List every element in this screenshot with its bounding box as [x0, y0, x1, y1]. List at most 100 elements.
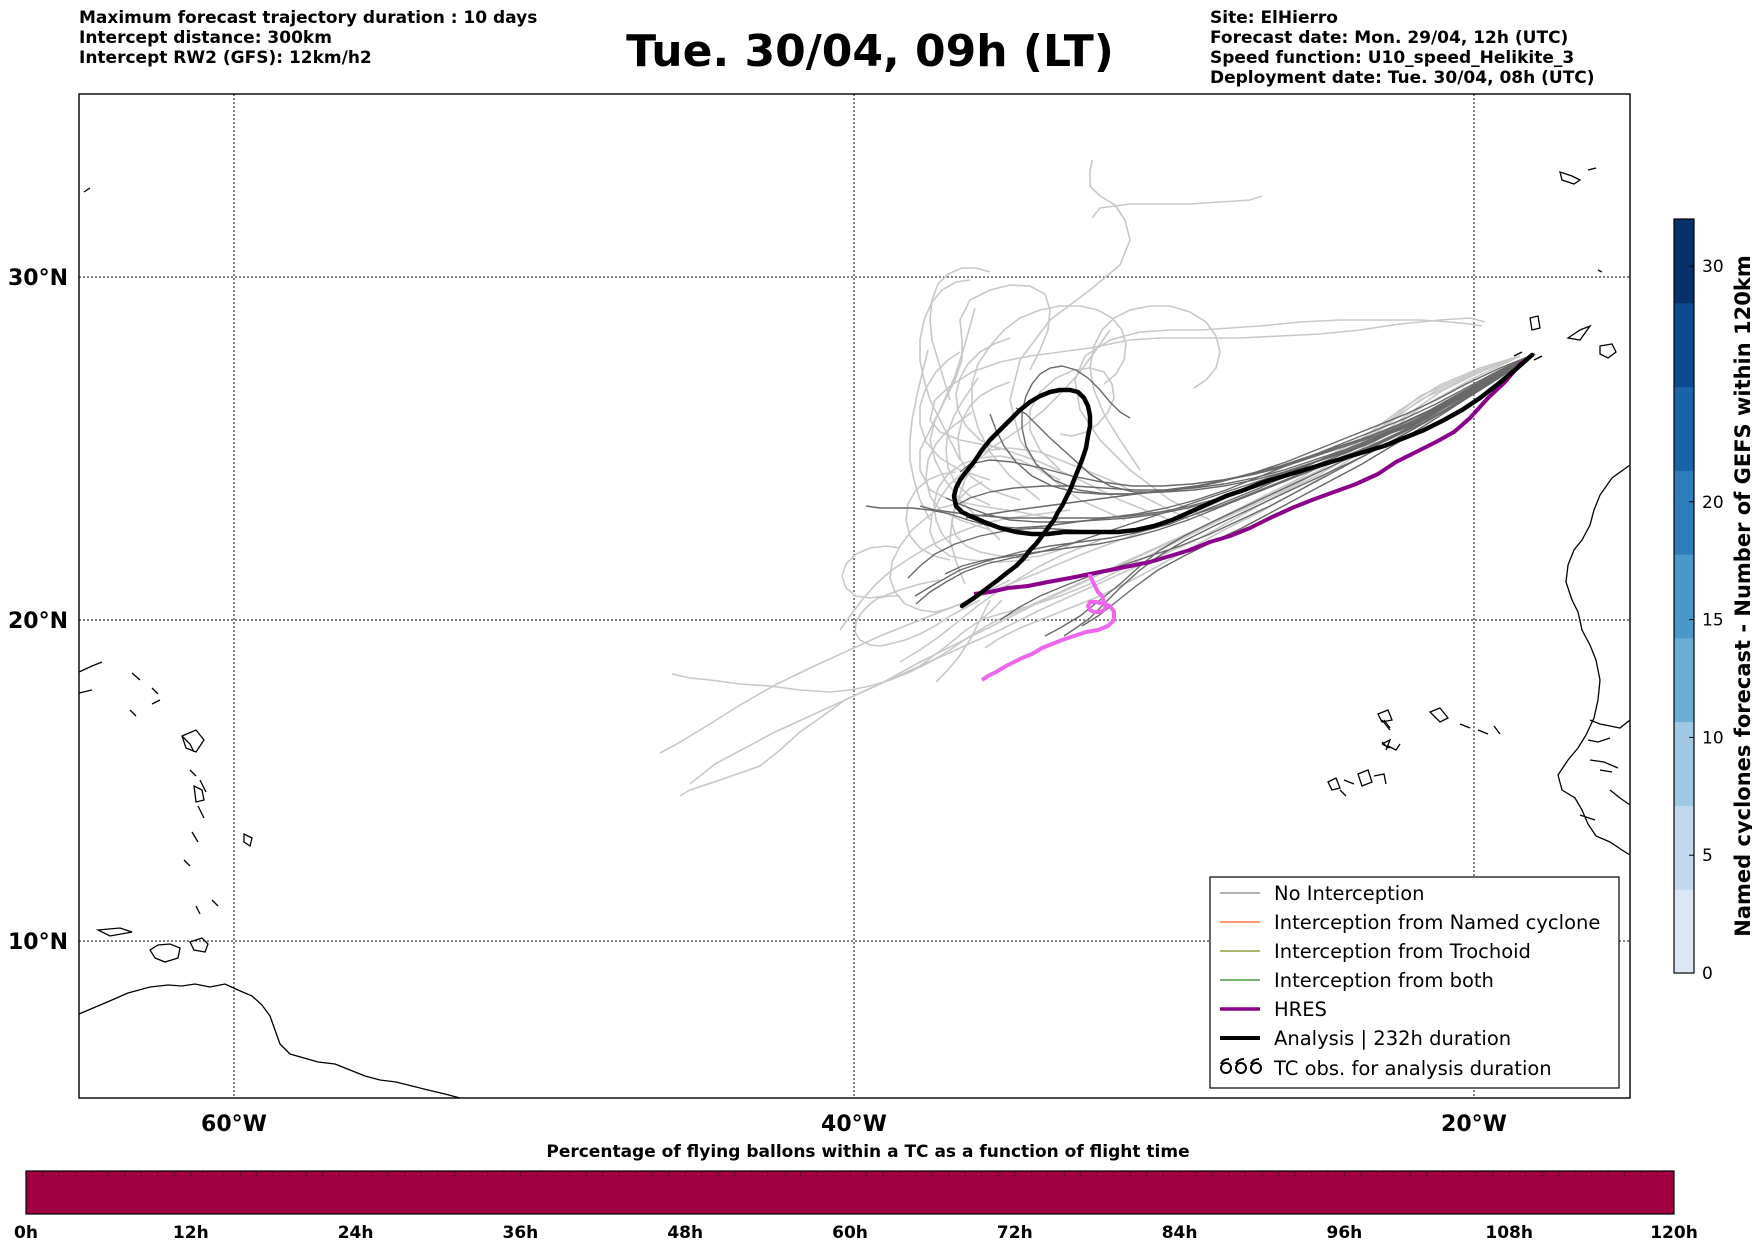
lon-label-60w: 60°W — [201, 1112, 267, 1137]
gefs-member — [1009, 159, 1131, 521]
gefs-member — [929, 267, 991, 401]
gefs-member — [971, 305, 1127, 501]
colorbar-right-segment — [1674, 219, 1694, 304]
gefs-member — [905, 471, 957, 561]
gefs-member — [919, 351, 991, 481]
gefs-dark-member — [1021, 353, 1536, 495]
martinique-coast — [193, 784, 205, 803]
hres-trajectory — [973, 360, 1524, 596]
legend-label-trochoid: Interception from Trochoid — [1274, 940, 1531, 963]
header-left: Maximum forecast trajectory duration : 1… — [79, 8, 537, 68]
colorbar-right-tick-label: 0 — [1702, 964, 1713, 984]
gefs-member — [983, 329, 1111, 453]
canary-islands-coast — [1513, 315, 1617, 361]
gefs-member — [1029, 367, 1115, 471]
colorbar-right-segment — [1674, 637, 1694, 723]
colorbar-bottom-ticks: 0h 12h 24h 36h 48h 60h 72h 84h 96h 108h 120h — [14, 1223, 1698, 1241]
legend[interactable]: No Interception Interception from Named … — [1209, 876, 1620, 1089]
colorbar-bottom-tick-label: 72h — [997, 1223, 1033, 1241]
guadeloupe-coast — [181, 729, 205, 753]
africa-coast — [1557, 464, 1630, 856]
gefs-member — [919, 279, 971, 461]
hres-early-trajectory — [980, 574, 1116, 682]
colorbar-right-label: Named cyclones forecast - Number of GEFS… — [1731, 255, 1752, 936]
gefs-member — [1089, 305, 1221, 471]
gefs-member — [1074, 319, 1483, 521]
colorbar-bottom-tick-label: 12h — [173, 1223, 209, 1241]
gefs-member — [919, 307, 1061, 521]
gefs-member — [933, 455, 1061, 547]
lat-label-30n: 30°N — [8, 266, 68, 291]
colorbar-bottom-tick-label: 24h — [338, 1223, 374, 1241]
page-title: Tue. 30/04, 09h (LT) — [626, 26, 1114, 77]
lat-label-20n: 20°N — [8, 609, 68, 634]
colorbar-right-tick-label: 5 — [1702, 846, 1713, 866]
gefs-member — [841, 545, 941, 599]
colorbar-right-tick-label: 20 — [1702, 493, 1724, 513]
gefs-dark-member — [1081, 353, 1536, 627]
gefs-member — [979, 355, 1521, 621]
colorbar-right-segment — [1674, 302, 1694, 388]
analysis-trajectory — [951, 352, 1535, 609]
header-right: Site: ElHierro Forecast date: Mon. 29/04… — [1210, 8, 1595, 88]
lat-label-10n: 10°N — [8, 930, 68, 955]
intercept-distance-text: Intercept distance: 300km — [79, 28, 332, 48]
gefs-dark-member — [915, 353, 1536, 605]
lon-label-40w: 40°W — [821, 1112, 887, 1137]
legend-label-no-interception: No Interception — [1274, 882, 1425, 905]
venezuela-coast-inlet — [149, 943, 181, 963]
gefs-member — [854, 595, 981, 647]
gefs-member — [951, 481, 1081, 559]
colorbar-bottom-tick-label: 120h — [1650, 1223, 1698, 1241]
gefs-member — [957, 381, 1021, 501]
coastlines — [79, 167, 1630, 1098]
colorbar-bottom-minor-ticks — [42, 1171, 1658, 1177]
forecast-date-text: Forecast date: Mon. 29/04, 12h (UTC) — [1210, 28, 1569, 48]
speed-function-text: Speed function: U10_speed_Helikite_3 — [1210, 48, 1575, 68]
colorbar-bottom-tick-label: 84h — [1162, 1223, 1198, 1241]
legend-label-both: Interception from both — [1274, 969, 1494, 992]
cape-verde-east-islands — [1343, 741, 1401, 785]
gefs-dark-member — [1044, 353, 1536, 637]
gefs-dark-trajectories — [865, 353, 1536, 637]
colorbar-right-tick-label: 10 — [1702, 728, 1724, 748]
legend-label-named-cyclone: Interception from Named cyclone — [1274, 911, 1600, 934]
colorbar-right-ticks: 0 5 10 15 20 30 — [1689, 257, 1724, 984]
colorbar-right-segments — [1674, 219, 1694, 974]
lesser-antilles-coast — [79, 661, 219, 915]
gefs-member — [945, 377, 991, 506]
south-america-coast — [79, 983, 461, 1098]
gefs-dark-member — [959, 353, 1536, 487]
gefs-dark-member — [989, 353, 1536, 495]
gefs-member — [1091, 195, 1263, 219]
gefs-member — [935, 599, 991, 683]
colorbar-bottom-tick-label: 60h — [832, 1223, 868, 1241]
african-coast-detail — [1579, 719, 1630, 821]
madeira-coast — [1559, 167, 1597, 185]
colorbar-right-tick-label: 15 — [1702, 611, 1724, 631]
colorbar-bottom-tick-label: 108h — [1485, 1223, 1533, 1241]
gefs-member — [919, 599, 1003, 667]
gefs-dark-member — [865, 353, 1536, 529]
barbados-coast — [243, 832, 253, 848]
colorbar-bottom-tick-label: 96h — [1327, 1223, 1363, 1241]
colorbar-right[interactable]: 0 5 10 15 20 30 Named cyclones forecast - Num… — [1673, 218, 1752, 984]
colorbar-right-segment — [1674, 805, 1694, 890]
gefs-dark-member — [944, 353, 1536, 575]
colorbar-bottom[interactable]: Percentage of flying ballons within a TC… — [14, 1142, 1698, 1241]
colorbar-bottom-tick-label: 36h — [503, 1223, 539, 1241]
colorbar-bottom-tick-label: 48h — [667, 1223, 703, 1241]
max-duration-text: Maximum forecast trajectory duration : 1… — [79, 8, 538, 28]
colorbar-right-segment — [1674, 386, 1694, 471]
map-axis-labels: 30°N 20°N 10°N 60°W 40°W 20°W — [8, 266, 1507, 1137]
islands-north-west — [83, 187, 161, 717]
intercept-rw2-text: Intercept RW2 (GFS): 12km/h2 — [79, 48, 372, 68]
colorbar-right-frame — [1673, 218, 1695, 974]
colorbar-bottom-title: Percentage of flying ballons within a TC… — [546, 1142, 1189, 1162]
legend-label-hres: HRES — [1274, 998, 1327, 1021]
colorbar-right-segment — [1674, 470, 1694, 555]
colorbar-bottom-bar — [25, 1170, 1675, 1215]
deployment-date-text: Deployment date: Tue. 30/04, 08h (UTC) — [1210, 68, 1595, 88]
tiny-islands — [1383, 269, 1603, 729]
